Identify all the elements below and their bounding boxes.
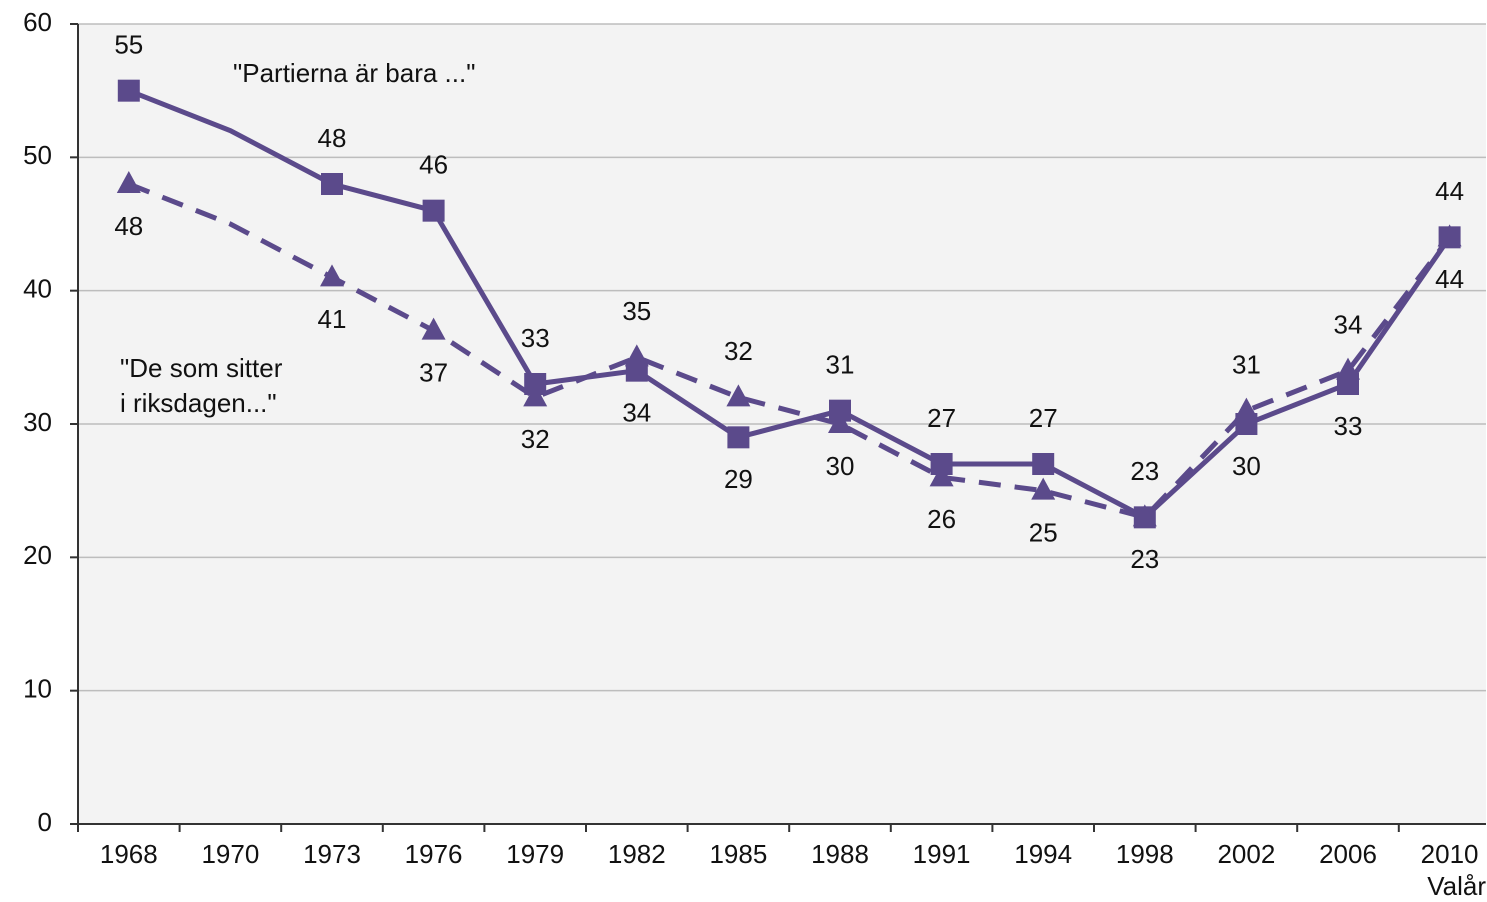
marker <box>828 411 852 433</box>
marker <box>1132 504 1157 527</box>
data-label: 31 <box>826 350 855 380</box>
x-tick-label: 2010 <box>1421 839 1479 869</box>
annotation: "De som sitter <box>120 353 283 383</box>
data-label: 32 <box>521 424 550 454</box>
series-line <box>127 88 1452 521</box>
x-tick-label: 1973 <box>303 839 361 869</box>
data-label: 23 <box>1130 544 1159 574</box>
data-label: 48 <box>318 123 347 153</box>
data-label: 23 <box>1130 456 1159 486</box>
marker <box>1234 397 1259 420</box>
marker <box>117 79 140 102</box>
annotation: i riksdagen..." <box>120 388 277 418</box>
data-label: 27 <box>1029 403 1058 433</box>
data-label: 55 <box>114 30 143 60</box>
data-label: 41 <box>318 304 347 334</box>
x-tick-label: 1994 <box>1014 839 1072 869</box>
marker <box>1031 477 1056 500</box>
x-axis-label: Valår <box>1427 871 1486 901</box>
marker <box>1032 453 1055 475</box>
marker <box>1437 224 1462 247</box>
series-line <box>127 181 1452 521</box>
x-tick-label: 2006 <box>1319 839 1377 869</box>
data-label: 34 <box>622 398 651 428</box>
data-label: 27 <box>927 403 956 433</box>
data-label: 37 <box>419 358 448 388</box>
data-label: 33 <box>521 323 550 353</box>
marker <box>624 344 649 367</box>
data-label: 44 <box>1435 264 1464 294</box>
data-label: 25 <box>1029 518 1058 548</box>
x-tick-label: 1976 <box>405 839 463 869</box>
x-tick-label: 1998 <box>1116 839 1174 869</box>
data-label: 30 <box>1232 451 1261 481</box>
x-tick-label: 1968 <box>100 839 158 869</box>
annotation: "Partierna är bara ..." <box>233 58 475 88</box>
x-tick-label: 2002 <box>1217 839 1275 869</box>
y-tick-label: 40 <box>23 274 52 304</box>
data-label: 26 <box>927 504 956 534</box>
data-label: 34 <box>1334 310 1363 340</box>
data-label: 29 <box>724 464 753 494</box>
marker <box>726 384 751 407</box>
data-label: 33 <box>1334 411 1363 441</box>
y-tick-label: 0 <box>38 807 52 837</box>
x-tick-label: 1970 <box>201 839 259 869</box>
y-tick-label: 10 <box>23 674 52 704</box>
marker <box>829 399 851 422</box>
x-tick-label: 1982 <box>608 839 666 869</box>
data-label: 35 <box>622 296 651 326</box>
y-tick-label: 60 <box>23 7 52 37</box>
y-tick-label: 20 <box>23 540 52 570</box>
y-tick-label: 50 <box>23 140 52 170</box>
x-tick-label: 1991 <box>913 839 971 869</box>
marker <box>523 384 548 407</box>
marker <box>422 199 445 222</box>
data-label: 32 <box>724 336 753 366</box>
marker <box>930 453 953 475</box>
x-tick-label: 1985 <box>709 839 767 869</box>
x-tick-label: 1988 <box>811 839 869 869</box>
data-label: 31 <box>1232 350 1261 380</box>
data-label: 44 <box>1435 176 1464 206</box>
y-tick-label: 30 <box>23 407 52 437</box>
marker <box>321 173 343 195</box>
marker <box>1336 357 1360 380</box>
data-label: 46 <box>419 150 448 180</box>
marker <box>727 426 750 449</box>
marker <box>320 264 344 287</box>
data-label: 30 <box>826 451 855 481</box>
data-label: 48 <box>114 211 143 241</box>
marker <box>524 373 547 395</box>
x-tick-label: 1979 <box>506 839 564 869</box>
marker <box>116 171 141 193</box>
marker <box>421 317 446 340</box>
marker <box>929 464 954 487</box>
